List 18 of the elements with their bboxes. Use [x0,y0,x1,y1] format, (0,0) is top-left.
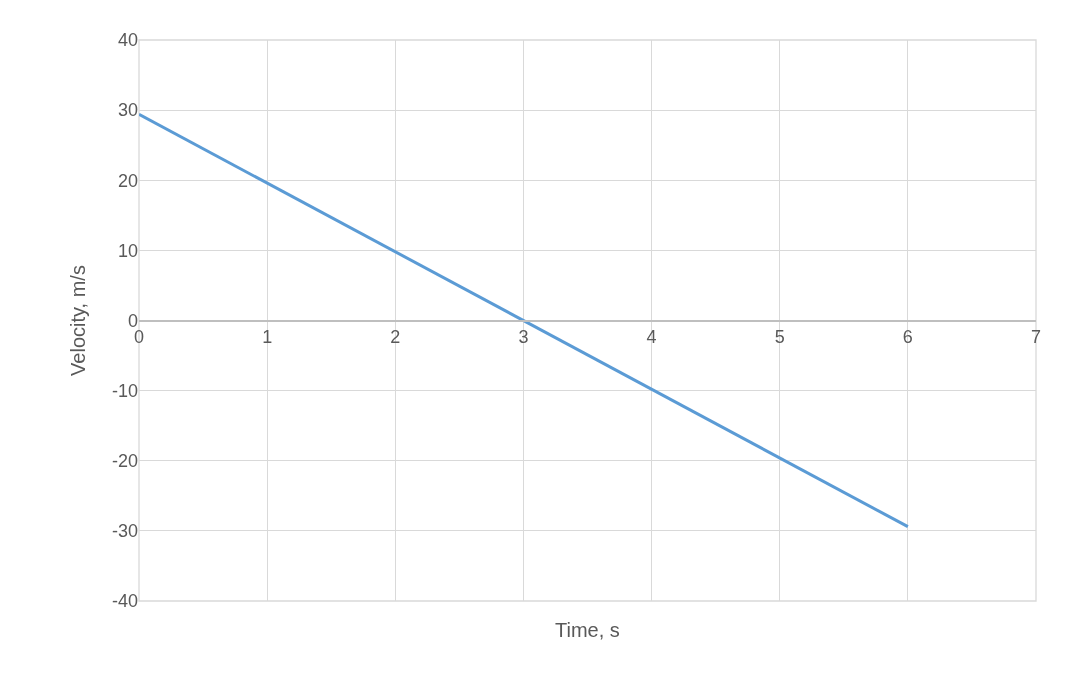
x-tick-label: 7 [1030,326,1042,347]
x-tick-label: 5 [774,326,785,347]
x-axis-title: Time, s [555,619,620,641]
y-axis-title: Velocity, m/s [67,265,90,376]
x-tick-label: 2 [390,326,401,347]
y-tick-label: 10 [117,240,138,261]
y-tick-label: 40 [117,30,138,51]
y-tick-label: -40 [111,591,138,612]
y-tick-label: -10 [111,380,138,401]
y-tick-label: 20 [117,170,138,191]
x-tick-label: 6 [902,326,913,347]
x-tick-label: 3 [518,326,529,347]
x-tick-label: 1 [262,326,273,347]
y-tick-label: -20 [111,451,138,472]
y-tick-label: -30 [111,521,138,542]
y-tick-label: 0 [127,310,138,331]
x-tick-label: 4 [646,326,657,347]
y-tick-label: 30 [117,100,138,121]
